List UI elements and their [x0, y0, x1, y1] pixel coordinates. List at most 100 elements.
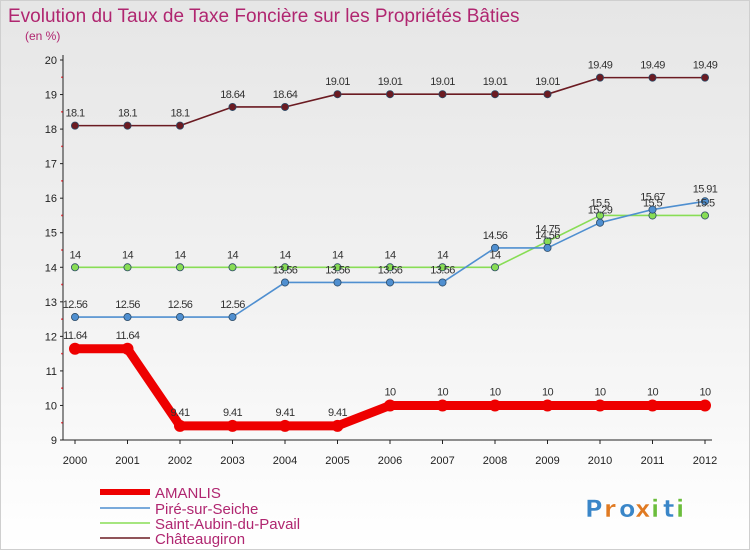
data-label-pire-sur-seiche: 12.56	[115, 299, 140, 311]
data-label-pire-sur-seiche: 12.56	[63, 299, 88, 311]
x-tick-label: 2001	[115, 455, 139, 467]
logo-letter: i	[676, 495, 684, 523]
data-label-amanlis: 10	[699, 386, 711, 398]
data-label-saint-aubin-du-pavail: 14.75	[535, 223, 560, 235]
data-label-amanlis: 10	[489, 386, 501, 398]
data-label-amanlis: 10	[647, 386, 659, 398]
data-point-chateaugiron	[228, 102, 237, 111]
data-label-chateaugiron: 19.01	[378, 76, 403, 88]
legend-label-chateaugiron: Châteaugiron	[155, 531, 245, 548]
data-label-saint-aubin-du-pavail: 14	[437, 249, 449, 261]
data-label-amanlis: 9.41	[328, 407, 347, 419]
data-label-saint-aubin-du-pavail: 14	[69, 249, 81, 261]
chart-subtitle: (en %)	[25, 29, 60, 43]
y-minor-tick	[61, 145, 63, 148]
y-tick-label: 14	[45, 262, 57, 274]
data-label-saint-aubin-du-pavail: 14	[227, 249, 239, 261]
data-point-chateaugiron	[280, 102, 289, 111]
x-tick-label: 2006	[378, 455, 402, 467]
data-label-pire-sur-seiche: 15.29	[588, 205, 613, 217]
data-label-amanlis: 9.41	[275, 407, 294, 419]
x-tick-label: 2004	[273, 455, 297, 467]
data-point-chateaugiron	[490, 90, 499, 99]
y-tick-label: 19	[45, 90, 57, 102]
logo-letter: P	[585, 495, 603, 523]
data-point-amanlis	[646, 399, 659, 412]
x-tick-label: 2012	[693, 455, 717, 467]
data-point-pire-sur-seiche	[701, 197, 710, 206]
y-tick-label: 11	[46, 366, 57, 378]
data-label-chateaugiron: 18.64	[220, 89, 245, 101]
y-tick-label: 20	[45, 55, 57, 67]
x-axis-ticks: 2000 2001 2002 2003 2004 2005 2006 2007 2008 2009…	[63, 440, 717, 467]
data-point-chateaugiron	[701, 73, 710, 82]
logo-letter: o	[619, 495, 636, 523]
data-label-chateaugiron: 18.1	[118, 108, 137, 120]
logo-letter: r	[604, 495, 616, 523]
y-minor-tick	[61, 421, 63, 424]
data-point-amanlis	[226, 419, 239, 432]
data-point-amanlis	[384, 399, 396, 412]
data-point-saint-aubin-du-pavail	[333, 263, 342, 272]
data-point-amanlis	[331, 419, 344, 432]
data-point-pire-sur-seiche	[175, 313, 184, 322]
data-point-pire-sur-seiche	[228, 313, 237, 322]
data-label-amanlis: 10	[384, 386, 396, 398]
data-point-pire-sur-seiche	[596, 218, 605, 227]
data-point-chateaugiron	[543, 90, 552, 99]
data-label-pire-sur-seiche: 12.56	[168, 299, 193, 311]
data-label-pire-sur-seiche: 15.67	[640, 192, 665, 204]
series-data-labels: 18.1 18.1 18.1 18.64 18.64 19.01 19.01 19.01 19.…	[63, 60, 719, 419]
data-point-chateaugiron	[648, 73, 657, 82]
data-label-saint-aubin-du-pavail: 14	[384, 249, 396, 261]
data-point-pire-sur-seiche	[543, 243, 552, 252]
data-point-saint-aubin-du-pavail	[701, 211, 710, 220]
data-point-pire-sur-seiche	[490, 243, 499, 252]
data-point-chateaugiron	[333, 90, 342, 99]
y-tick-label: 13	[45, 297, 57, 309]
data-point-amanlis	[69, 342, 81, 355]
data-label-pire-sur-seiche: 13.56	[273, 264, 298, 276]
chart-title: Evolution du Taux de Taxe Foncière sur l…	[8, 6, 520, 27]
data-point-saint-aubin-du-pavail	[385, 263, 394, 272]
data-point-chateaugiron	[175, 121, 184, 130]
y-minor-tick	[61, 180, 63, 182]
y-minor-tick	[61, 249, 63, 251]
y-tick-label: 10	[45, 400, 57, 412]
y-minor-tick	[61, 318, 63, 320]
logo-letter: x	[635, 495, 651, 523]
data-label-saint-aubin-du-pavail: 14	[332, 249, 344, 261]
y-minor-tick	[61, 387, 63, 390]
x-tick-label: 2007	[430, 455, 454, 467]
y-tick-label: 18	[45, 124, 57, 136]
y-minor-tick	[61, 76, 63, 79]
data-label-chateaugiron: 18.1	[65, 108, 84, 120]
data-point-saint-aubin-du-pavail	[280, 263, 289, 272]
y-tick-label: 9	[51, 435, 57, 447]
data-point-amanlis	[436, 399, 449, 412]
data-label-chateaugiron: 19.01	[535, 76, 560, 88]
x-tick-label: 2003	[220, 455, 244, 467]
y-minor-tick	[61, 283, 63, 286]
data-point-saint-aubin-du-pavail	[175, 263, 184, 272]
data-label-chateaugiron: 18.1	[170, 108, 189, 120]
data-point-pire-sur-seiche	[71, 313, 80, 322]
data-point-amanlis	[489, 399, 501, 412]
data-point-amanlis	[541, 399, 554, 412]
data-label-saint-aubin-du-pavail: 15.5	[590, 197, 609, 209]
data-point-pire-sur-seiche	[333, 278, 342, 287]
data-point-amanlis	[699, 399, 711, 412]
legend-label-pire-sur-seiche: Piré-sur-Seiche	[155, 501, 258, 518]
data-point-chateaugiron	[385, 90, 394, 99]
legend-label-amanlis: AMANLIS	[155, 485, 221, 502]
data-point-chateaugiron	[71, 121, 80, 130]
data-label-saint-aubin-du-pavail: 14	[279, 249, 291, 261]
data-point-saint-aubin-du-pavail	[123, 263, 132, 272]
data-point-saint-aubin-du-pavail	[71, 263, 80, 272]
data-label-amanlis: 9.41	[170, 407, 189, 419]
data-point-pire-sur-seiche	[123, 313, 132, 322]
data-label-pire-sur-seiche: 13.56	[325, 264, 350, 276]
legend: AMANLIS Piré-sur-Seiche Saint-Aubin-du-P…	[100, 485, 300, 548]
data-label-pire-sur-seiche: 14.56	[535, 230, 560, 242]
